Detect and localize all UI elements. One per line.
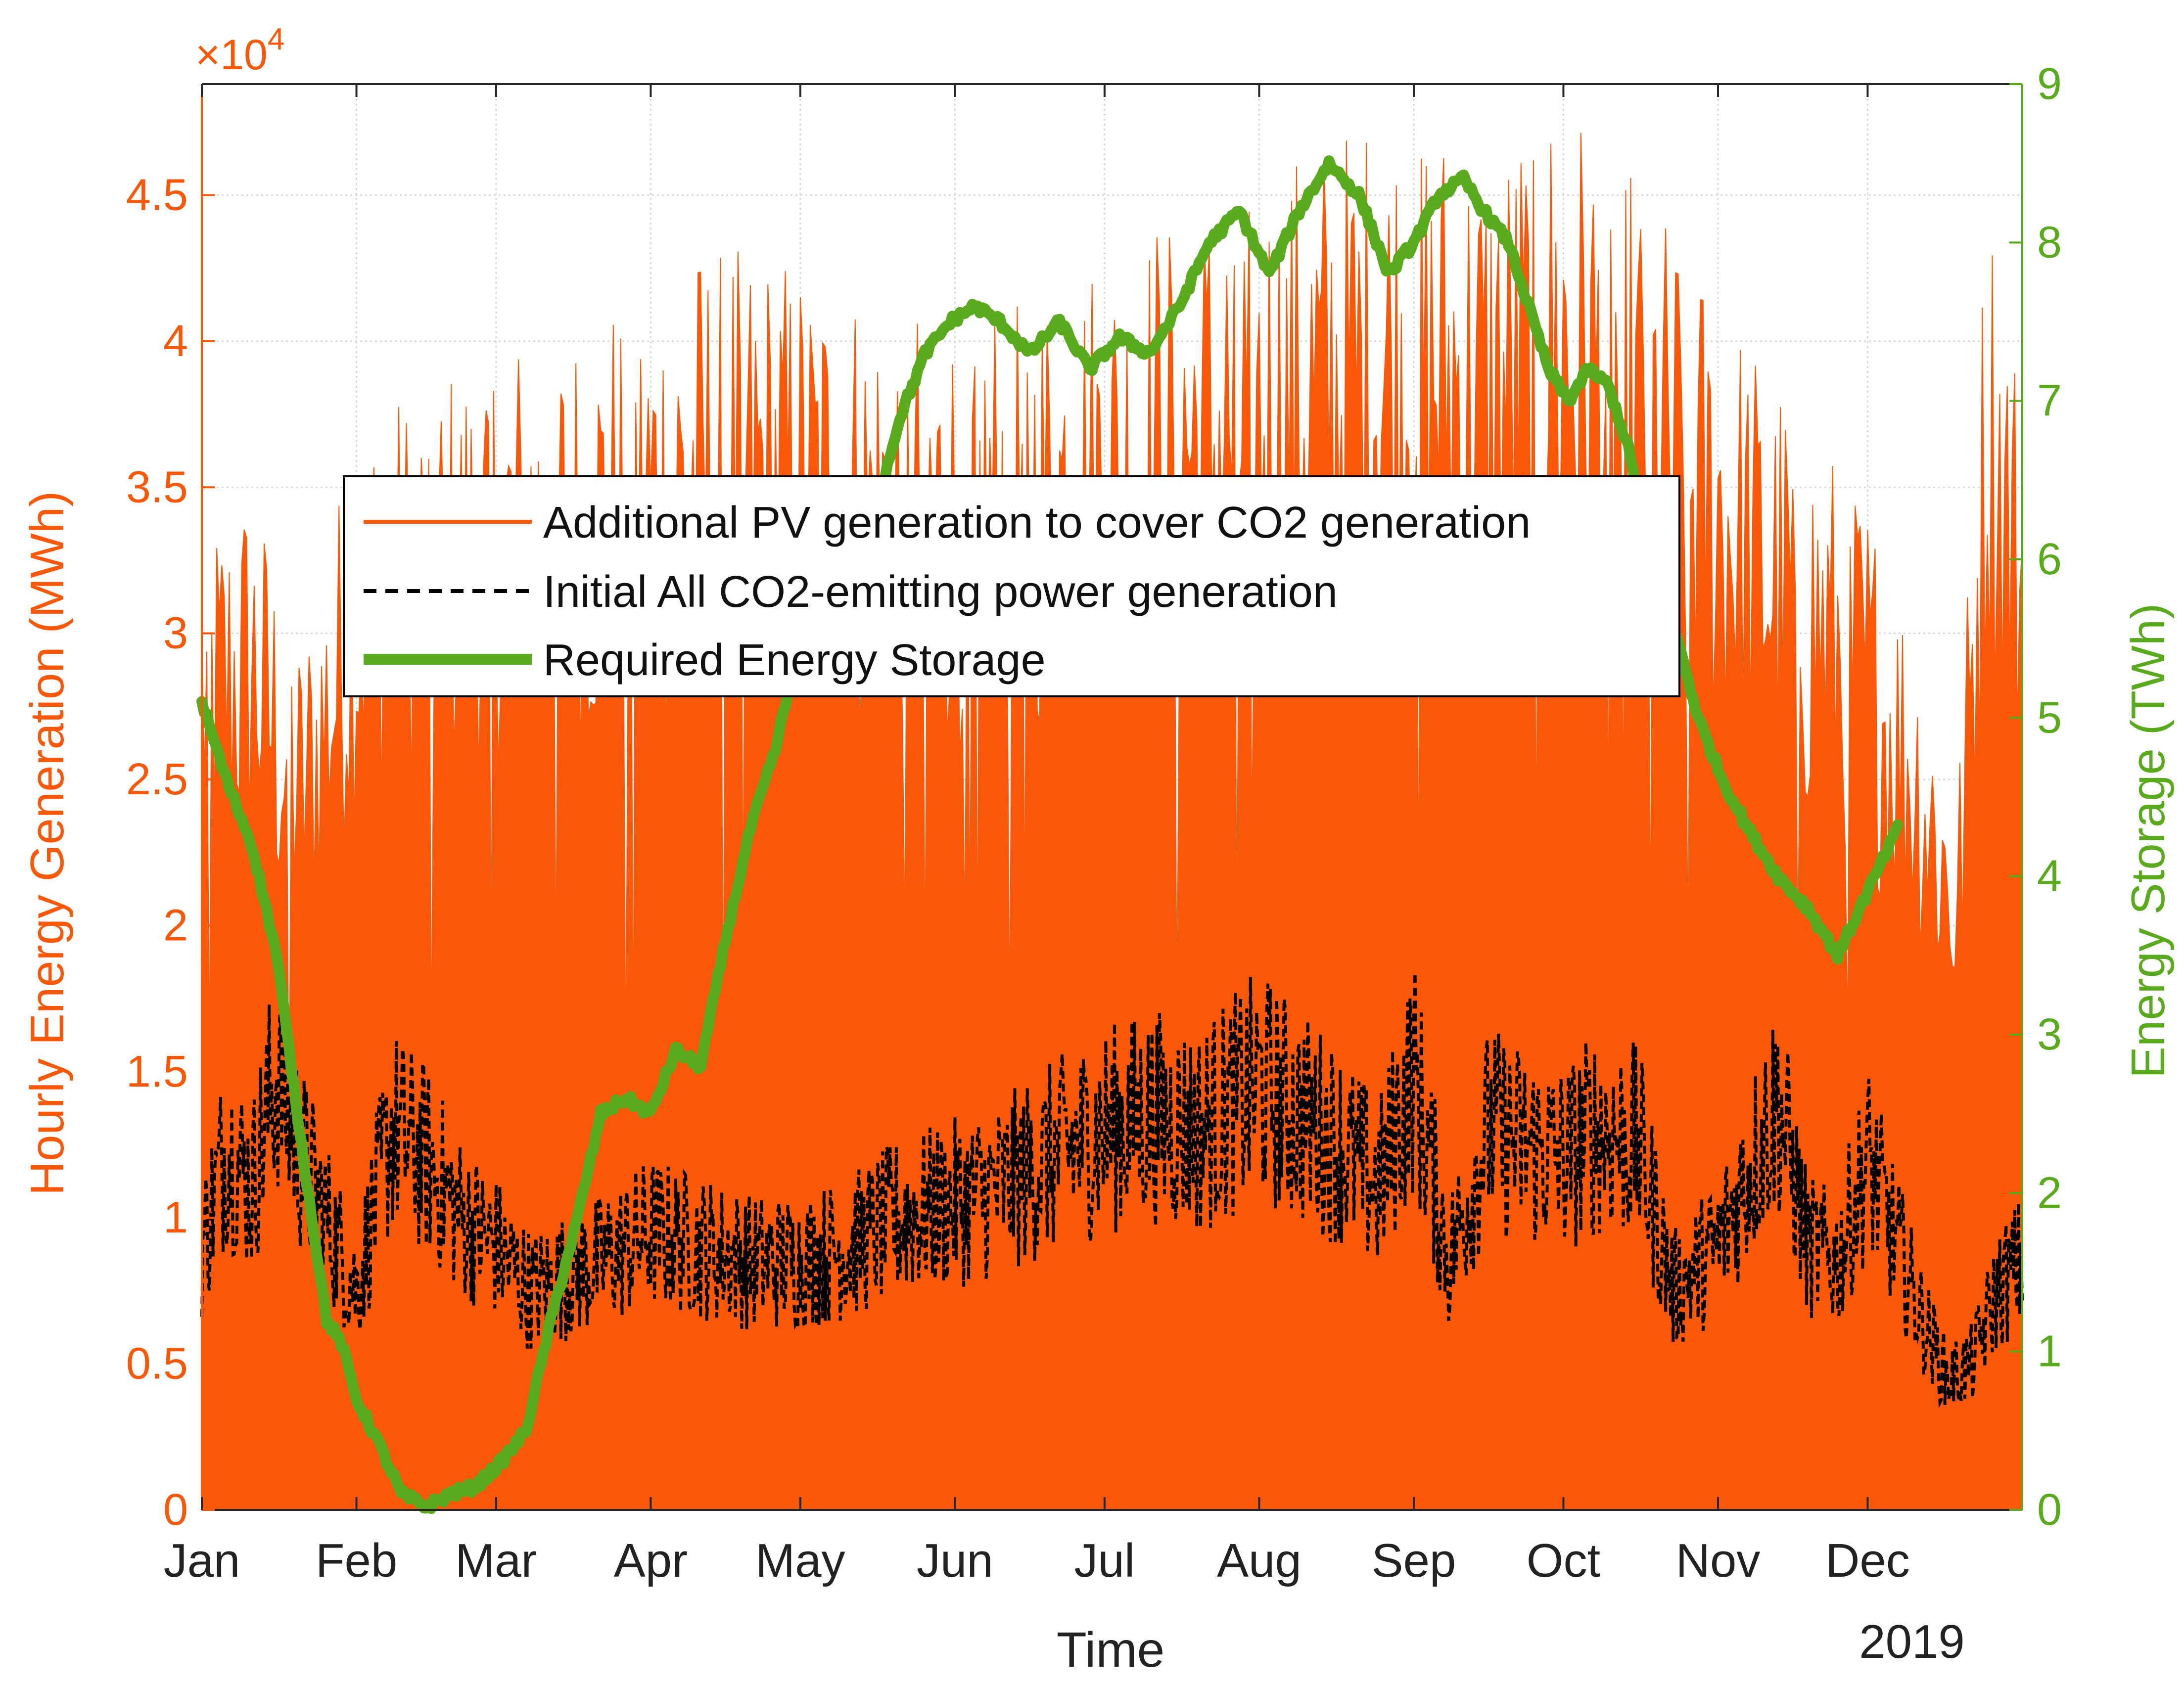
left-tick-label-4: 2 <box>163 901 188 950</box>
right-tick-label-4: 4 <box>2037 852 2062 901</box>
left-tick-label-8: 4 <box>163 317 188 366</box>
right-tick-label-6: 6 <box>2037 535 2062 584</box>
legend-box <box>343 475 1680 697</box>
co2-dashed-line <box>200 972 2024 1409</box>
legend: Additional PV generation to cover CO2 ge… <box>343 475 1680 697</box>
exponent-label: ×104 <box>195 22 284 79</box>
left-tick-label-1: 0.5 <box>126 1339 188 1389</box>
co2-line-series <box>200 972 2024 1409</box>
legend-label-co2: Initial All CO2-emitting power generatio… <box>543 567 1338 617</box>
legend-label-pv: Additional PV generation to cover CO2 ge… <box>543 498 1531 547</box>
x-tick-label-feb: Feb <box>316 1534 397 1587</box>
exponent-power: 4 <box>268 22 284 56</box>
right-tick-label-8: 8 <box>2037 218 2062 267</box>
x-tick-label-may: May <box>755 1534 845 1587</box>
x-tick-label-apr: Apr <box>614 1534 688 1587</box>
right-tick-label-7: 7 <box>2037 376 2062 426</box>
x-tick-label-aug: Aug <box>1217 1534 1301 1587</box>
left-tick-label-3: 1.5 <box>126 1047 188 1096</box>
x-axis-label: Time <box>1057 1622 1165 1678</box>
x-axis-ticks: Jan Feb Mar Apr May Jun Jul Aug Sep Oct Nov Dec <box>164 84 1910 1587</box>
x-tick-label-jan: Jan <box>164 1534 240 1587</box>
left-tick-label-9: 4.5 <box>126 170 188 220</box>
right-tick-label-5: 5 <box>2037 693 2062 742</box>
year-label: 2019 <box>1859 1615 1965 1668</box>
right-tick-label-3: 3 <box>2037 1010 2062 1059</box>
x-tick-label-jun: Jun <box>917 1534 993 1587</box>
x-tick-label-jul: Jul <box>1074 1534 1135 1587</box>
left-tick-label-7: 3.5 <box>126 462 188 512</box>
storage-thick-line <box>196 155 1903 1514</box>
right-tick-label-2: 2 <box>2037 1168 2062 1218</box>
right-axis-ticks: 0 1 2 3 4 5 6 7 8 9 <box>2009 59 2062 1535</box>
x-tick-label-sep: Sep <box>1372 1534 1456 1587</box>
y-axis-right-label: Energy Storage (TWh) <box>2122 603 2175 1078</box>
left-tick-label-0: 0 <box>163 1485 188 1535</box>
x-tick-label-dec: Dec <box>1825 1534 1910 1587</box>
storage-line-series <box>196 155 1903 1514</box>
legend-label-storage: Required Energy Storage <box>543 636 1046 685</box>
right-tick-label-1: 1 <box>2037 1327 2062 1376</box>
x-tick-label-mar: Mar <box>455 1534 537 1587</box>
left-tick-label-5: 2.5 <box>126 755 188 804</box>
right-tick-label-0: 0 <box>2037 1485 2062 1535</box>
left-tick-label-6: 3 <box>163 609 188 658</box>
right-tick-label-9: 9 <box>2037 59 2062 109</box>
x-tick-label-oct: Oct <box>1527 1534 1600 1587</box>
left-axis-ticks: 0 0.5 1 1.5 2 2.5 3 3.5 4 4.5 <box>126 170 215 1535</box>
y-axis-left-label: Hourly Energy Generation (MWh) <box>21 491 74 1195</box>
x-tick-label-nov: Nov <box>1676 1534 1761 1587</box>
left-tick-label-2: 1 <box>163 1193 188 1242</box>
